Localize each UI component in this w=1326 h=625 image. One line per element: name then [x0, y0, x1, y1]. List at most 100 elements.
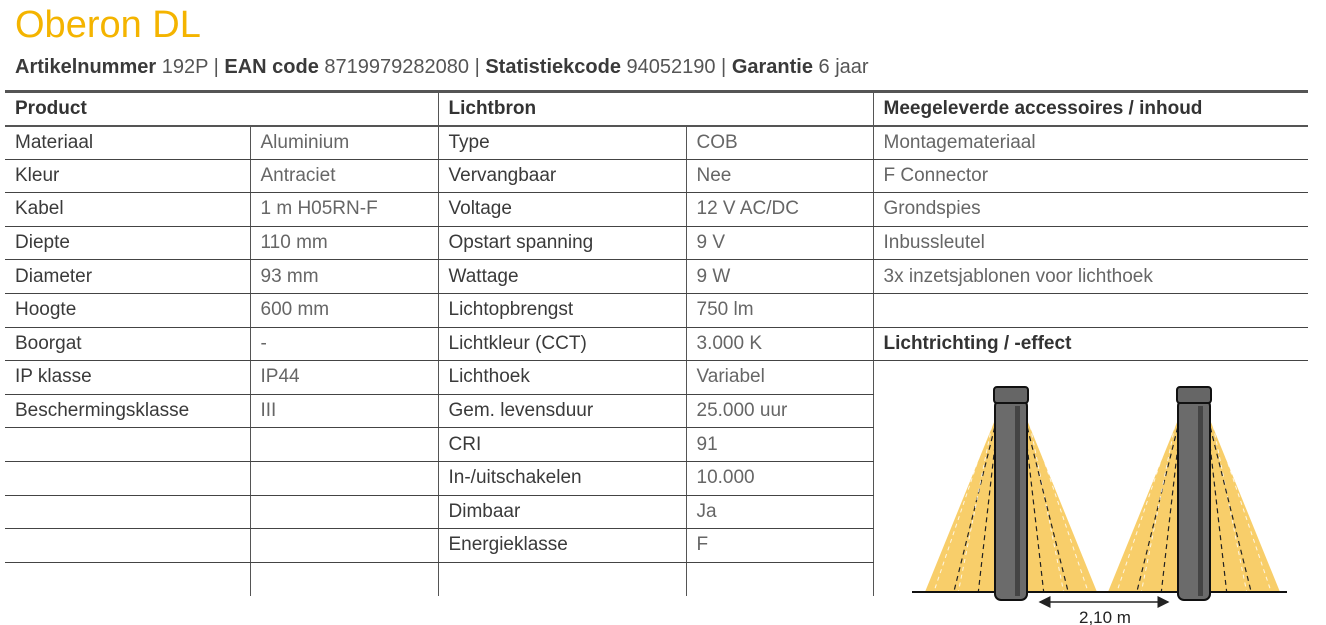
lichtbron-label	[438, 562, 687, 596]
lichtbron-label: Opstart spanning	[438, 226, 687, 261]
beam-dash-line	[1205, 409, 1252, 593]
lichtrichting-header: Lichtrichting / -effect	[873, 327, 1308, 362]
meta-label: Statistiekcode	[485, 56, 621, 78]
product-label: Boorgat	[5, 327, 251, 362]
accessoire-item: 3x inzetsjablonen voor lichthoek	[873, 259, 1308, 294]
product-title: Oberon DL	[15, 4, 201, 46]
product-label	[5, 528, 251, 563]
table-row: Hoogte 600 mm Lichtopbrengst 750 lm	[5, 293, 1308, 328]
product-meta-line: Artikelnummer 192P | EAN code 8719979282…	[15, 56, 869, 78]
header-product: Product	[5, 90, 439, 127]
product-label: Kabel	[5, 192, 251, 227]
table-row: IP klasse IP44 Lichthoek Variabel	[5, 360, 1308, 395]
lichtbron-label: In-/uitschakelen	[438, 461, 687, 496]
meta-label: EAN code	[224, 56, 319, 78]
lichtbron-value: 91	[686, 427, 874, 462]
pole-shadow	[1015, 406, 1020, 596]
lichtbron-value: 750 lm	[686, 293, 874, 328]
lichtbron-label: Lichthoek	[438, 360, 687, 395]
beam-light-line	[1026, 409, 1065, 593]
lichtbron-value: Nee	[686, 159, 874, 194]
table-row: Kabel 1 m H05RN-F Voltage 12 V AC/DC Grondsp…	[5, 192, 1308, 227]
lichtbron-label: Energieklasse	[438, 528, 687, 563]
table-row: Materiaal Aluminium Type COB Montagemateriaa…	[5, 125, 1308, 160]
lichtbron-label: Wattage	[438, 259, 687, 294]
product-label: Diameter	[5, 259, 251, 294]
lichtbron-label: Voltage	[438, 192, 687, 227]
product-value	[250, 562, 439, 596]
lichtbron-label: Lichtopbrengst	[438, 293, 687, 328]
pole-shadow	[1198, 406, 1203, 596]
table-row: Diepte 110 mm Opstart spanning 9 V Inbussleu…	[5, 226, 1308, 261]
product-value: III	[250, 394, 439, 429]
product-value: 93 mm	[250, 259, 439, 294]
product-value: 1 m H05RN-F	[250, 192, 439, 227]
spec-table: Product Lichtbron Meegeleverde accessoir…	[5, 90, 1308, 596]
beam-dash-line	[1022, 409, 1069, 593]
product-value	[250, 461, 439, 496]
table-row: Beschermingsklasse III Gem. levensduur 25.0…	[5, 394, 1308, 429]
meta-value: 6 jaar	[818, 56, 869, 78]
meta-value: 94052190	[626, 56, 716, 78]
meta-label: Garantie	[731, 56, 813, 78]
table-row: Diameter 93 mm Wattage 9 W 3x inzetsjablonen…	[5, 259, 1308, 294]
lichtbron-value: 9 W	[686, 259, 874, 294]
beam-dash-line	[953, 409, 1000, 593]
meta-label: Artikelnummer	[15, 56, 157, 78]
lichtbron-label: Lichtkleur (CCT)	[438, 327, 687, 362]
beam-light-line	[933, 409, 996, 593]
product-label: Materiaal	[5, 125, 251, 160]
lichtbron-value: F	[686, 528, 874, 563]
pole-cap	[1176, 386, 1212, 404]
accessoire-item	[873, 293, 1308, 328]
product-value: -	[250, 327, 439, 362]
header-accessoires: Meegeleverde accessoires / inhoud	[873, 90, 1308, 127]
product-value	[250, 495, 439, 530]
table-row	[5, 562, 1308, 596]
lichtbron-value: Variabel	[686, 360, 874, 395]
accessoire-item: Inbussleutel	[873, 226, 1308, 261]
product-label: Beschermingsklasse	[5, 394, 251, 429]
accessoire-item: F Connector	[873, 159, 1308, 194]
lichtbron-value: 10.000	[686, 461, 874, 496]
distance-label: 2,10 m	[1079, 608, 1131, 625]
lichtbron-value	[686, 562, 874, 596]
product-label	[5, 461, 251, 496]
product-label: IP klasse	[5, 360, 251, 395]
lichtbron-label: CRI	[438, 427, 687, 462]
lichtbron-label: Dimbaar	[438, 495, 687, 530]
lichtbron-value: Ja	[686, 495, 874, 530]
pole-body	[994, 399, 1028, 601]
header-lichtbron: Lichtbron	[438, 90, 874, 127]
beam-light-line	[1209, 409, 1272, 593]
lichtbron-label: Vervangbaar	[438, 159, 687, 194]
product-label	[5, 427, 251, 462]
pole-body	[1177, 399, 1211, 601]
product-value: IP44	[250, 360, 439, 395]
pole-cap	[993, 386, 1029, 404]
table-row: Boorgat - Lichtkleur (CCT) 3.000 K Lichtrich…	[5, 327, 1308, 362]
lichtbron-value: 25.000 uur	[686, 394, 874, 429]
beam-light-line	[1209, 409, 1248, 593]
product-value	[250, 427, 439, 462]
table-row: Dimbaar Ja	[5, 495, 1308, 530]
lichtbron-label: Type	[438, 125, 687, 160]
beam-light-line	[1140, 409, 1179, 593]
product-value: 600 mm	[250, 293, 439, 328]
product-value: 110 mm	[250, 226, 439, 261]
product-label: Kleur	[5, 159, 251, 194]
table-row: CRI 91	[5, 427, 1308, 462]
beam-light-line	[1026, 409, 1089, 593]
product-label	[5, 562, 251, 596]
product-label: Hoogte	[5, 293, 251, 328]
meta-value: 192P	[161, 56, 209, 78]
accessoire-item: Montagemateriaal	[873, 125, 1308, 160]
beam-light-line	[957, 409, 996, 593]
spec-header-row: Product Lichtbron Meegeleverde accessoir…	[5, 90, 1308, 127]
accessoire-item: Grondspies	[873, 192, 1308, 227]
product-value: Aluminium	[250, 125, 439, 160]
table-row: Energieklasse F	[5, 528, 1308, 563]
product-label: Diepte	[5, 226, 251, 261]
beam-dash-line	[1136, 409, 1183, 593]
lichtbron-value: 12 V AC/DC	[686, 192, 874, 227]
